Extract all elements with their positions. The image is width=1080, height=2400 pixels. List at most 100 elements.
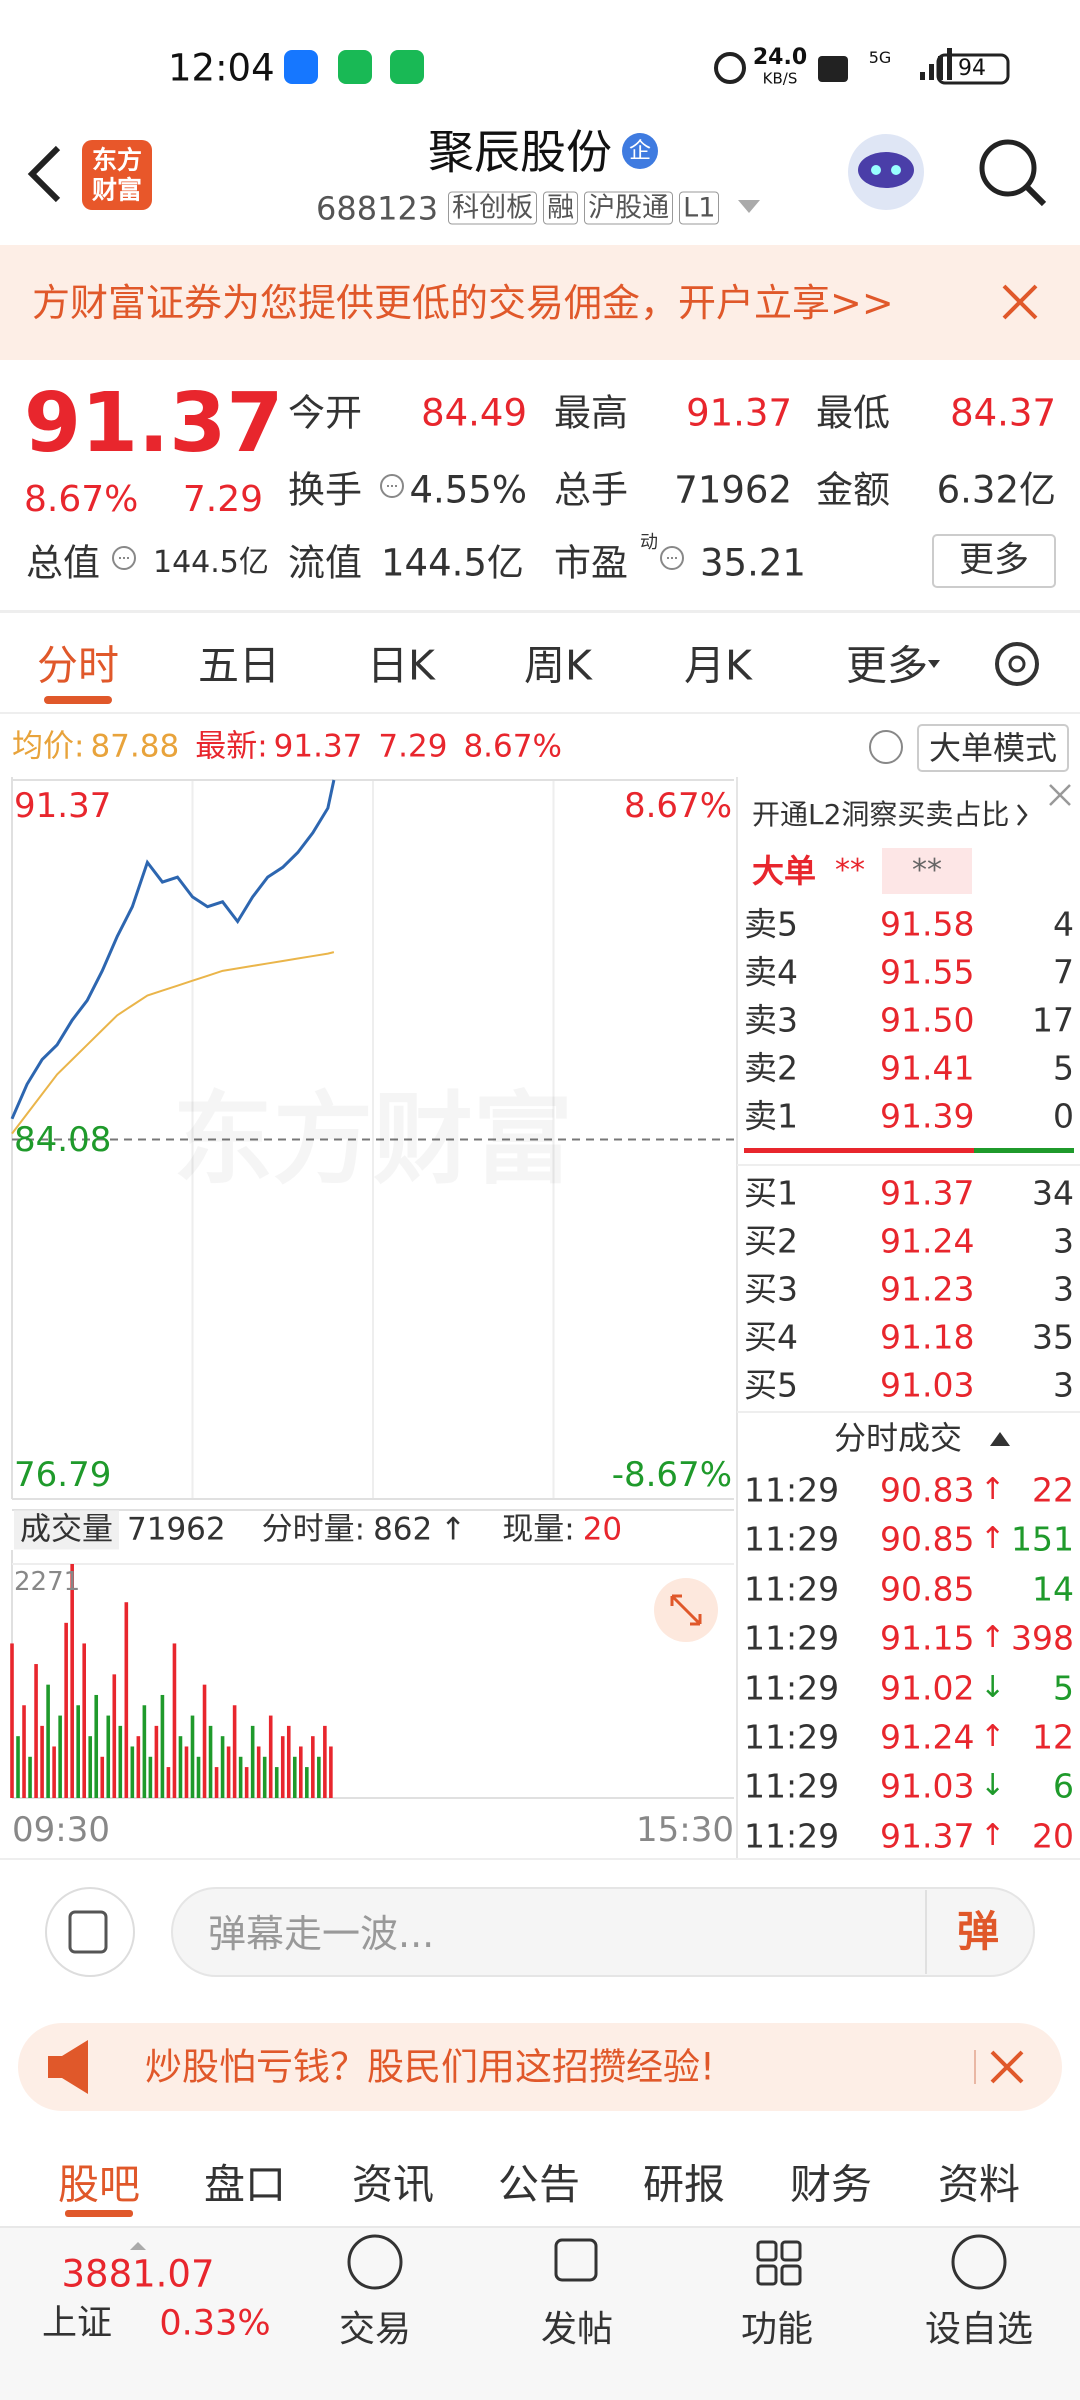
comment-input[interactable]: 弹幕走一波... [208,1912,435,1956]
nav-item[interactable]: 功能 [740,2309,814,2350]
ob-price: 91.55 [880,952,975,992]
close-button[interactable] [1049,784,1071,806]
trade-price: 91.03 [880,1766,975,1806]
bottom-tab[interactable]: 股吧 [58,2160,140,2209]
search-button[interactable] [1024,184,1047,207]
nav-item[interactable]: 发帖 [540,2309,614,2350]
trade-price: 91.24 [880,1717,975,1757]
volume-bar [166,1767,171,1798]
more-button[interactable]: 更多 [958,540,1030,581]
ob-price: 91.58 [880,904,975,944]
avatar [891,165,901,175]
tab[interactable]: 五日 [198,641,280,690]
ob-volume: 35 [1032,1317,1074,1357]
tab[interactable]: 更多 [846,641,928,690]
tag: 融 [543,191,579,225]
bottom-tab[interactable]: 资讯 [352,2160,434,2209]
settings-button[interactable] [995,642,1039,686]
bottom-tab[interactable]: 盘口 [204,2160,286,2209]
stock-code: 688123 [316,189,439,227]
bottom-tab[interactable]: 公告 [498,2160,580,2209]
volume-bar [76,1705,80,1798]
up-arrow [130,2242,146,2250]
volume-bar [160,1694,165,1798]
volume-bar [250,1725,255,1798]
time: 12:04 [168,46,275,90]
trade-volume: 14 [1032,1569,1074,1609]
price-line [10,779,336,1120]
tab[interactable]: 日K [367,641,435,690]
trade-time: 11:29 [744,1519,840,1559]
comment-input[interactable] [171,1887,1035,1977]
latest-change: 7.29 [378,728,448,765]
signal-bar [938,56,943,80]
search-button[interactable] [979,139,1037,197]
bottom-tab[interactable]: 研报 [643,2160,725,2209]
signal-bar [947,48,952,80]
signal-bar [929,64,934,80]
volume-bar [232,1705,237,1798]
stat-label: 今开 [288,391,362,435]
minute-label: 分时量: [261,1511,366,1548]
volume-bar [286,1725,291,1798]
ratio-bar [744,1148,974,1153]
stat-value: 71962 [674,468,792,512]
trade-price: 90.85 [880,1569,975,1609]
tag: 沪股通 [584,191,674,225]
volume-bar [214,1767,219,1798]
trade-price: 90.85 [880,1519,975,1559]
promo-text: 炒股怕亏钱？股民们用这招攒经验! [145,2045,715,2089]
volume-bar [274,1767,279,1798]
volume-bar [142,1705,147,1798]
bottom-tab[interactable]: 资料 [938,2160,1020,2209]
volume-bar [148,1756,153,1798]
volume-bar [22,1705,26,1798]
price: 91.37 [24,376,284,471]
chart-divider [736,777,738,1859]
nav-icon [347,2234,403,2290]
logo-text: 东方 [91,145,143,175]
tab[interactable]: 月K [684,641,752,690]
comment-button[interactable]: 弹 [956,1907,1000,1956]
ob-price: 91.18 [880,1317,975,1357]
promo-close[interactable] [990,2050,1024,2084]
volume-bar [323,1725,327,1798]
volume-bar [208,1725,213,1798]
close-button[interactable] [1002,284,1038,320]
ob-label: 买5 [744,1365,798,1405]
x-tick-label: 09:30 [12,1810,110,1850]
mode-button[interactable]: 大单模式 [928,729,1058,767]
volume-bar: 成交量 71962 分时量: 862 ↑ 现量: 20 [14,1510,622,1550]
net-speed: 24.0 [752,45,808,70]
nav-item[interactable]: 交易 [338,2309,412,2350]
volume-bar [196,1756,201,1798]
y-tick-label: 91.37 [14,786,112,826]
ob-label: 买1 [744,1173,798,1213]
mode-button[interactable] [917,724,1069,772]
big-label: 大单 [752,852,817,890]
volume-bar [28,1756,32,1798]
volume-bar [34,1664,38,1798]
app-icon [338,50,372,84]
trade-time: 11:29 [744,1816,840,1856]
nav-item[interactable]: 设自选 [924,2309,1034,2350]
bottom-tab[interactable]: 财务 [790,2160,872,2209]
trade-time: 11:29 [744,1668,840,1708]
more-button[interactable] [932,534,1056,588]
stat-label: 市盈 [554,541,628,585]
volume-bar [88,1736,93,1798]
volume-bar [262,1756,267,1798]
ob-price: 91.23 [880,1269,975,1309]
expand-button[interactable] [670,1594,702,1626]
ob-price: 91.41 [880,1048,975,1088]
tab[interactable]: 周K [524,641,592,690]
stat-value: 84.37 [950,391,1056,435]
tab[interactable]: 分时 [37,641,119,690]
sort-arrow [990,1432,1010,1446]
trade-time: 11:29 [744,1717,840,1757]
volume-bar [58,1715,62,1798]
settings-button[interactable] [1008,655,1026,673]
volume-bar [64,1622,68,1798]
chevron [1017,804,1028,826]
back-button[interactable] [27,145,61,203]
